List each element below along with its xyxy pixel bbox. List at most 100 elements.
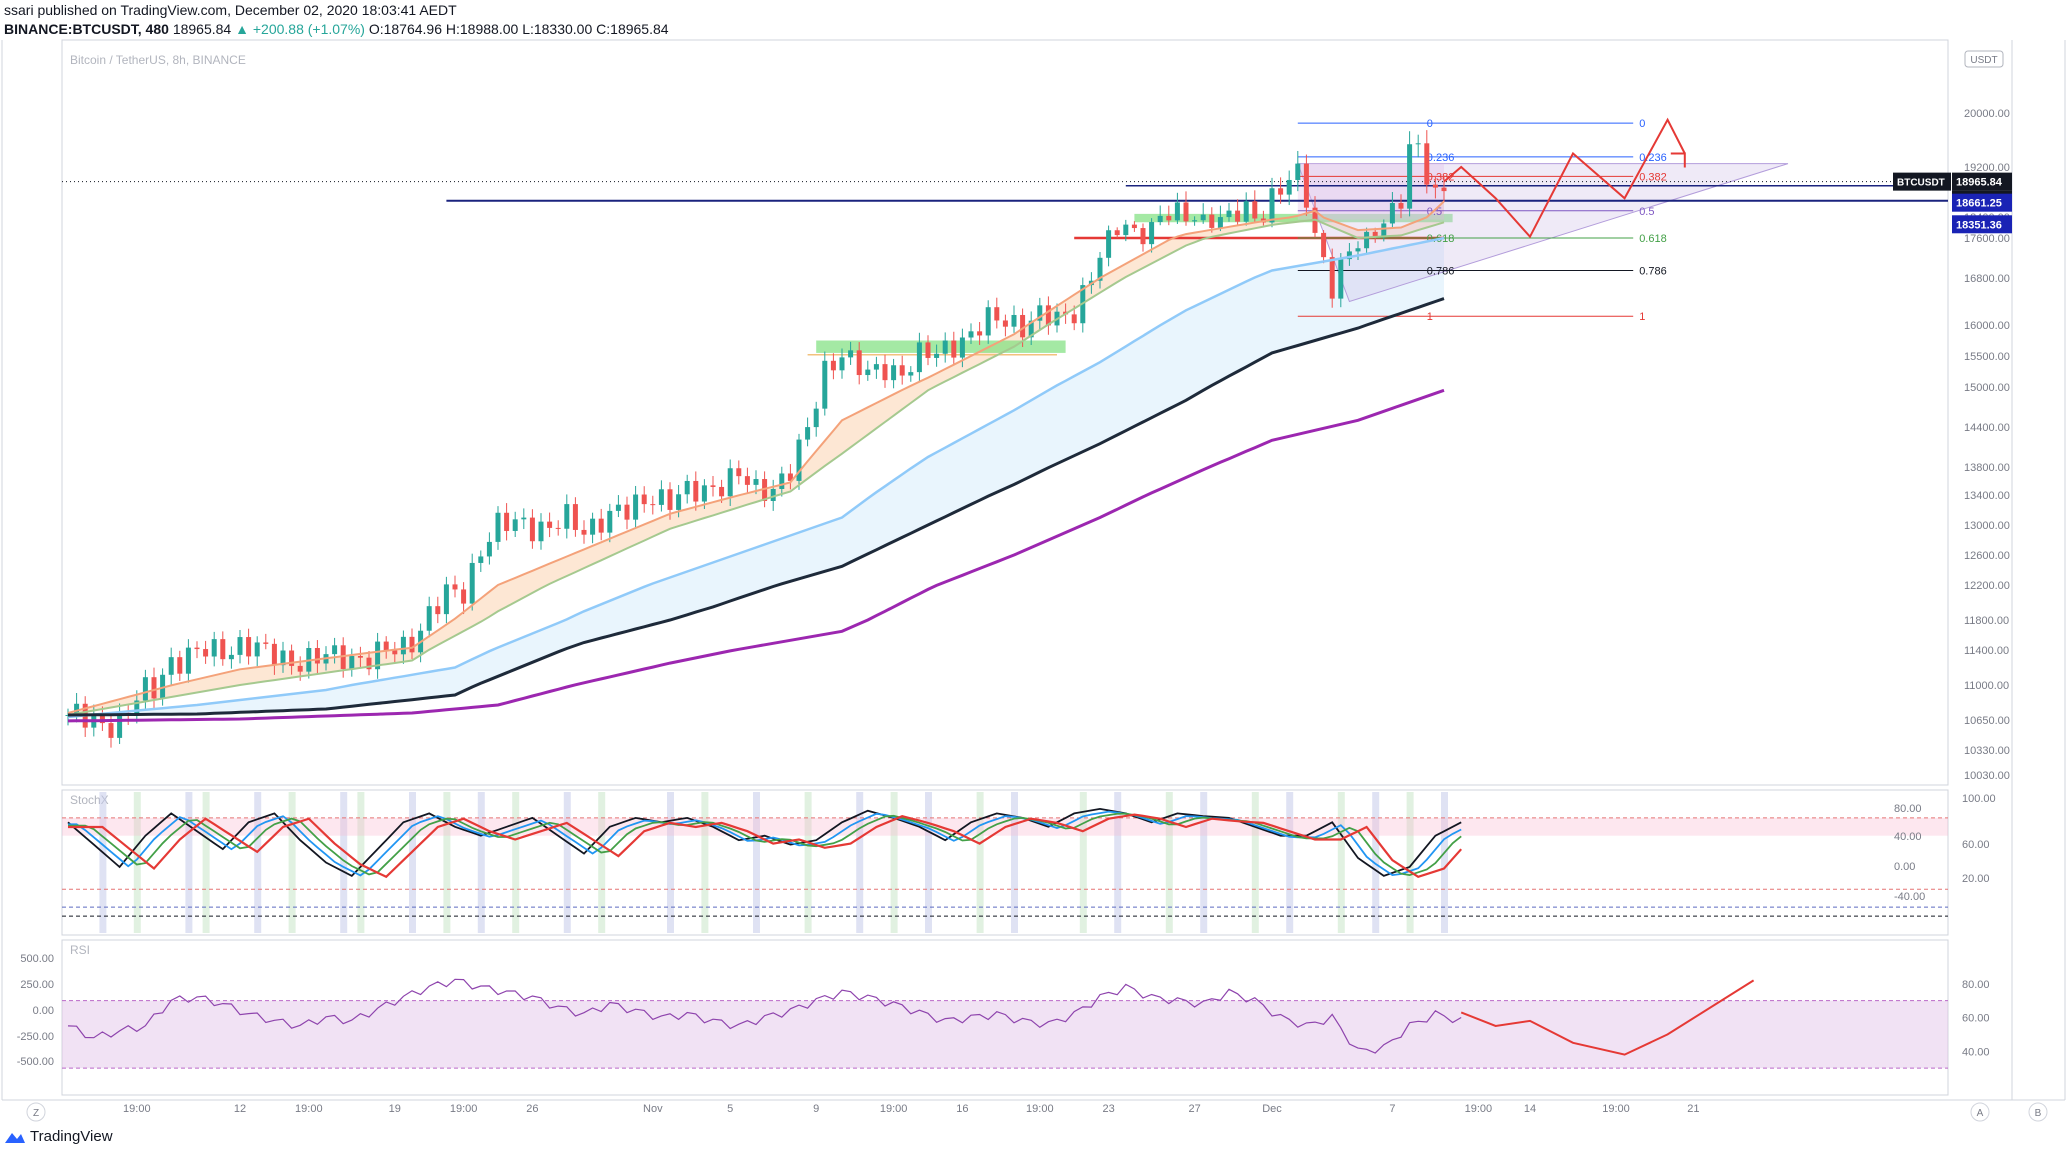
candle-body <box>1217 217 1223 228</box>
price-axis-label: 13800.00 <box>1964 462 2010 474</box>
open-text: O:18764.96 <box>368 21 442 37</box>
tradingview-logo[interactable]: TradingView <box>4 1128 113 1145</box>
candle-body <box>452 584 458 590</box>
time-axis-label: Nov <box>643 1103 663 1115</box>
candle-body <box>383 641 389 651</box>
currency-label: USDT <box>1970 55 1997 66</box>
stoch-signal-band <box>288 792 296 933</box>
auto-scale-button[interactable] <box>1970 1102 1990 1122</box>
level2-badge-bg <box>1952 215 2012 234</box>
candle-body <box>1329 257 1335 299</box>
candle-body <box>1321 232 1327 258</box>
stoch-k-line <box>67 807 1462 878</box>
stoch-signal-band <box>133 792 141 933</box>
stoch-axis-label: 40.00 <box>1894 831 1922 843</box>
stoch-signal-band <box>753 792 760 933</box>
price-axis-label: 16800.00 <box>1964 273 2010 285</box>
stoch-signal-band <box>409 792 416 933</box>
fib-level-label: 0.382 <box>1427 171 1455 183</box>
ema-cloud-fill <box>68 238 1444 717</box>
candle-body <box>667 489 673 510</box>
support-zone <box>816 340 1066 353</box>
rsi-axis-label: 40.00 <box>1962 1046 1990 1058</box>
candle-body <box>297 665 303 672</box>
candle-body <box>805 427 811 440</box>
candle-body <box>203 649 209 657</box>
stoch-signal-band <box>1079 792 1087 933</box>
candle-body <box>108 723 114 738</box>
candle-body <box>461 589 467 604</box>
stoch-signal-band <box>99 792 107 933</box>
candle-body <box>134 700 140 715</box>
stoch-signal-band <box>1372 792 1380 933</box>
candle-body <box>891 365 897 381</box>
stoch-signal-band <box>254 792 262 933</box>
stoch-signal-band <box>598 792 606 933</box>
price-axis-label: 10650.00 <box>1964 715 2010 727</box>
stoch-signal-band <box>340 792 348 933</box>
stoch-signal-band <box>202 792 210 933</box>
fib-level-label: 1 <box>1639 311 1645 323</box>
time-axis-label: 19:00 <box>123 1103 151 1115</box>
price-axis-label: 16000.00 <box>1964 320 2010 332</box>
ema-line-ema-fast <box>67 200 1445 714</box>
time-axis-label: 19:00 <box>1026 1103 1054 1115</box>
stoch-axis-label: 100.00 <box>1962 793 1996 805</box>
candle-body <box>211 639 217 657</box>
candle-body <box>357 655 363 658</box>
candle-body <box>142 677 148 701</box>
candle-body <box>1200 214 1206 221</box>
candle-body <box>1114 230 1120 236</box>
last-price-badge-bg <box>1952 172 2012 191</box>
candle-body <box>581 529 587 535</box>
candle-body <box>1192 220 1198 222</box>
rsi-projection-path <box>1460 979 1755 1056</box>
candle-body <box>194 647 200 650</box>
candle-body <box>1441 187 1447 192</box>
stoch-signal-band <box>804 792 812 933</box>
candle-body <box>74 703 80 715</box>
candle-body <box>1278 188 1284 195</box>
symbol-tag: BTCUSDT <box>1897 178 1945 189</box>
settings-button[interactable] <box>2028 1102 2048 1122</box>
candle-body <box>426 606 432 631</box>
ema-line-ema-50 <box>67 236 1445 719</box>
candle-body <box>168 657 174 675</box>
candle-body <box>598 518 604 533</box>
settings-button-label: B <box>2035 1108 2042 1119</box>
stoch-signal-band <box>443 792 451 933</box>
stoch-signal-band <box>1286 792 1294 933</box>
fib-level-label: 0 <box>1639 118 1645 130</box>
candle-body <box>615 504 621 511</box>
candle-body <box>676 494 682 510</box>
fib-level-label: 0.382 <box>1639 171 1667 183</box>
price-axis-label: 11000.00 <box>1964 680 2009 692</box>
stoch-signal-band <box>1011 792 1018 933</box>
candle-body <box>753 479 759 485</box>
time-axis-label: 26 <box>526 1103 538 1115</box>
candle-body <box>1157 215 1163 223</box>
price-axis-label: 14400.00 <box>1964 422 2010 434</box>
rsi-label: RSI <box>70 943 90 957</box>
rsi-left-axis-label: -500.00 <box>17 1056 54 1068</box>
price-axis-label: 13400.00 <box>1964 490 2010 502</box>
candle-body <box>117 712 123 738</box>
stoch-signal-band <box>477 792 485 933</box>
zoom-button[interactable] <box>26 1102 46 1122</box>
fib-level-label: 0.5 <box>1639 206 1654 218</box>
candle-body <box>271 643 277 666</box>
candle-body <box>1415 143 1421 145</box>
candle-body <box>160 674 166 699</box>
price-axis-label: 20000.00 <box>1964 108 2010 120</box>
candle-body <box>968 331 974 338</box>
rsi-pane[interactable] <box>61 939 1949 1096</box>
time-axis-label: 16 <box>956 1103 968 1115</box>
candle-body <box>839 357 845 371</box>
change-text: ▲ +200.88 (+1.07%) <box>235 21 365 37</box>
candle-body <box>607 510 613 533</box>
price-axis-label: 15000.00 <box>1964 382 2010 394</box>
candle-body <box>1209 214 1215 228</box>
currency-button[interactable] <box>1964 50 2004 68</box>
candle-body <box>1252 201 1258 219</box>
